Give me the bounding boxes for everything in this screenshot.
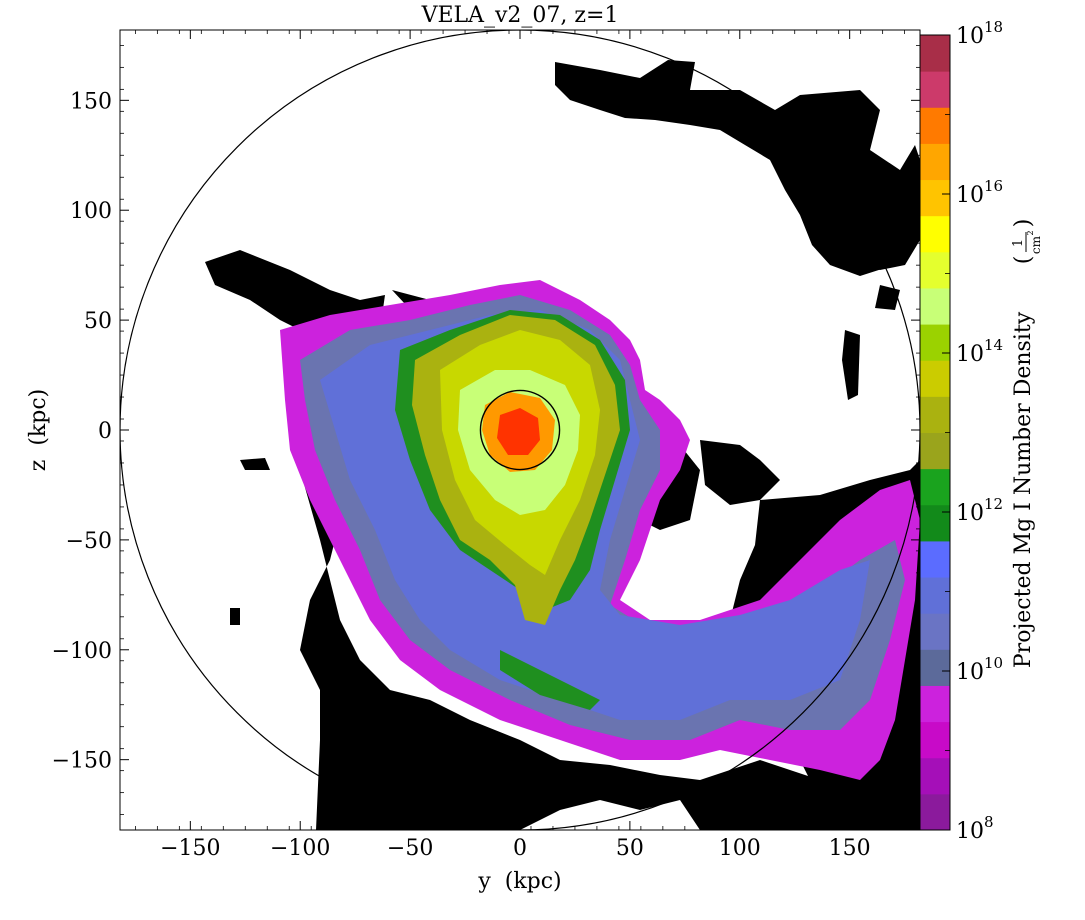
x-tick-label: 150 bbox=[829, 836, 871, 861]
colorbar-label: Projected Mg I Number Density ( 1 cm 2 ) bbox=[1011, 219, 1043, 668]
red-regions bbox=[497, 408, 540, 455]
colorbar-level bbox=[920, 71, 950, 108]
colorbar-tick-label: 1016 bbox=[956, 177, 1003, 208]
colorbar-level bbox=[920, 251, 950, 289]
colorbar-level bbox=[920, 432, 950, 470]
colorbar-label-close-paren: ) bbox=[1011, 219, 1036, 228]
y-axis: 150 100 50 0 −50 −100 −150 bbox=[52, 44, 920, 816]
y-tick-label: −100 bbox=[52, 639, 112, 664]
colorbar-tick-exponent: 10 bbox=[984, 654, 1003, 672]
colorbar-level bbox=[920, 468, 950, 506]
y-tick-label: −150 bbox=[52, 749, 112, 774]
colorbar-tick-exponent: 16 bbox=[984, 177, 1003, 195]
colorbar-level bbox=[920, 324, 950, 361]
plot-area bbox=[119, 29, 921, 831]
colorbar-level bbox=[920, 215, 950, 253]
colorbar-level bbox=[920, 649, 950, 686]
colorbar bbox=[919, 34, 951, 831]
colorbar-level bbox=[920, 107, 950, 144]
colorbar-level bbox=[920, 721, 950, 759]
colorbar-level bbox=[920, 143, 950, 181]
colorbar-level bbox=[920, 287, 950, 325]
colorbar-tick-label: 1012 bbox=[956, 495, 1003, 526]
colorbar-label-unit-exp: 2 bbox=[1026, 230, 1035, 235]
y-tick-label: 0 bbox=[98, 419, 112, 444]
colorbar-label-main: Projected Mg I Number Density bbox=[1011, 311, 1036, 668]
x-axis: −150 −100 −50 0 50 100 150 bbox=[134, 30, 906, 861]
colorbar-level bbox=[920, 504, 950, 542]
y-axis-label: z (kpc) bbox=[26, 389, 51, 471]
colorbar-level bbox=[920, 35, 950, 72]
colorbar-level bbox=[920, 360, 950, 397]
x-tick-label: 0 bbox=[513, 836, 527, 861]
colorbar-label-unit-num: 1 bbox=[1011, 239, 1026, 247]
colorbar-level bbox=[920, 793, 950, 831]
colorbar-level bbox=[920, 540, 950, 578]
y-tick-label: 50 bbox=[84, 309, 112, 334]
x-tick-label: −100 bbox=[270, 836, 330, 861]
colorbar-level bbox=[920, 685, 950, 723]
colorbar-tick-label: 1018 bbox=[956, 18, 1003, 49]
colorbar-tick-exponent: 12 bbox=[984, 495, 1003, 513]
colorbar-level bbox=[920, 577, 950, 614]
colorbar-tick-label: 1014 bbox=[956, 336, 1003, 367]
colorbar-label-open-paren: ( bbox=[1011, 256, 1036, 265]
chart-title: VELA_v2_07, z=1 bbox=[421, 3, 619, 28]
x-tick-label: −50 bbox=[387, 836, 433, 861]
colorbar-level bbox=[920, 757, 950, 795]
x-tick-label: 100 bbox=[719, 836, 761, 861]
colorbar-tick-exponent: 14 bbox=[984, 336, 1003, 354]
density-map bbox=[120, 30, 920, 830]
colorbar-tick-label: 108 bbox=[956, 813, 994, 844]
inner-radius-circle bbox=[479, 389, 561, 471]
colorbar-tick-exponent: 8 bbox=[984, 813, 994, 831]
y-tick-label: 150 bbox=[70, 89, 112, 114]
colorbar-level bbox=[920, 179, 950, 217]
colorbar-tick-exponent: 18 bbox=[984, 18, 1003, 36]
colorbar-label-unit-den: cm bbox=[1029, 235, 1043, 254]
colorbar-level bbox=[920, 613, 950, 650]
y-tick-label: 100 bbox=[70, 199, 112, 224]
x-tick-label: −150 bbox=[160, 836, 220, 861]
x-tick-label: 50 bbox=[616, 836, 644, 861]
x-axis-label: y (kpc) bbox=[477, 869, 561, 894]
colorbar-level bbox=[920, 396, 950, 433]
colorbar-tick-label: 1010 bbox=[956, 654, 1003, 685]
y-tick-label: −50 bbox=[66, 529, 112, 554]
